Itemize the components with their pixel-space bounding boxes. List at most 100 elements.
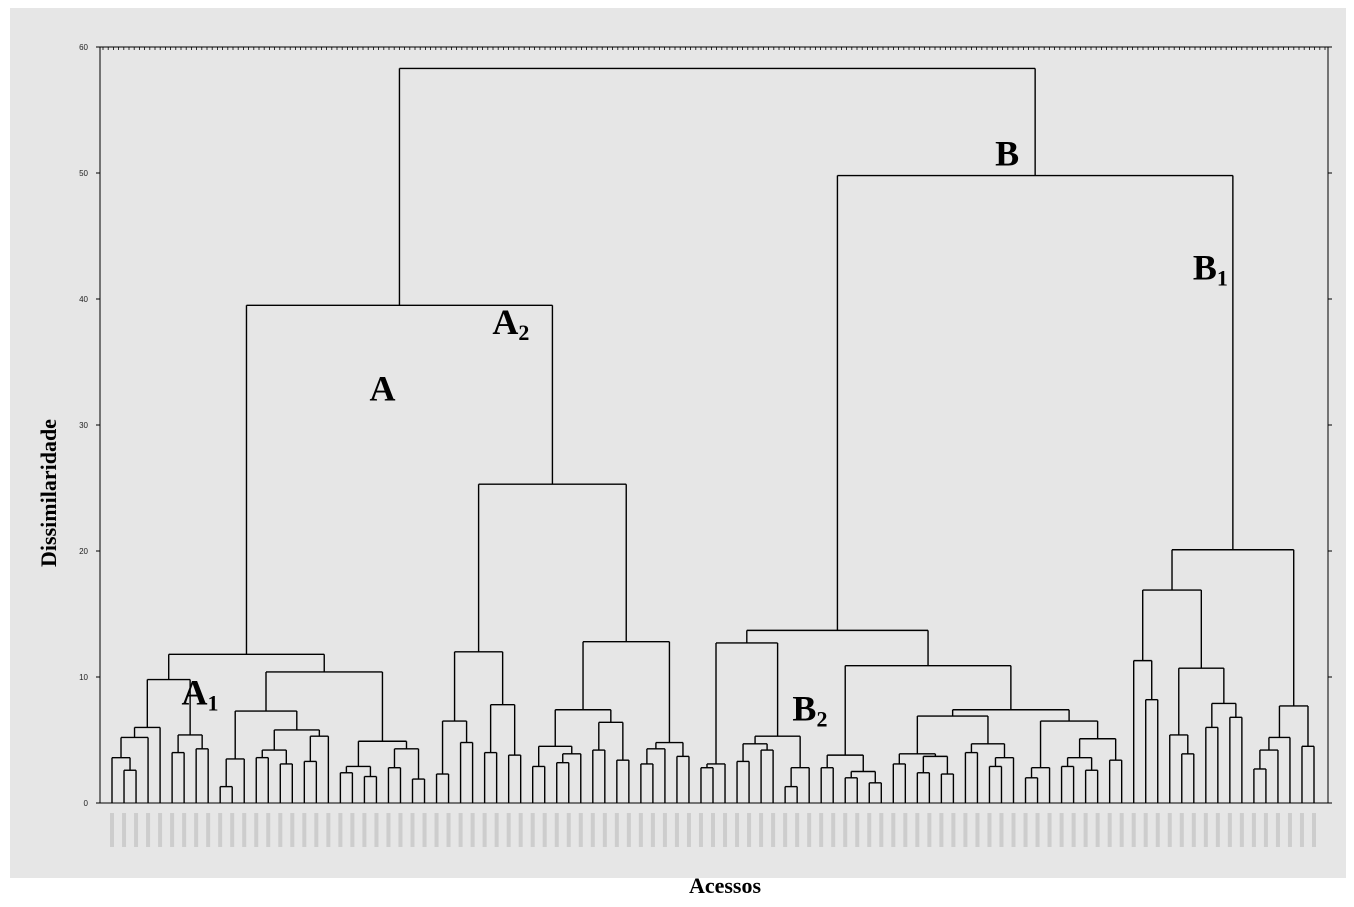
leaf-label-mark [903, 813, 908, 847]
leaf-label-mark [987, 813, 992, 847]
leaf-label-mark [1263, 813, 1268, 847]
leaf-label-mark [1239, 813, 1244, 847]
leaf-label-mark [1312, 813, 1316, 847]
leaf-label-mark [530, 813, 535, 847]
leaf-label-mark [458, 813, 463, 847]
y-axis-title: Dissimilaridade [36, 419, 61, 567]
leaf-label-mark [650, 813, 655, 847]
leaf-label-mark [542, 813, 547, 847]
leaf-label-mark [182, 813, 187, 847]
y-tick-label: 40 [79, 295, 88, 304]
leaf-label-mark [326, 813, 331, 847]
leaf-label-mark [807, 813, 812, 847]
leaf-label-mark [338, 813, 343, 847]
leaf-label-mark [1119, 813, 1124, 847]
leaf-label-mark [518, 813, 523, 847]
leaf-label-mark [1131, 813, 1136, 847]
leaf-label-mark [170, 813, 175, 847]
leaf-label-mark [1143, 813, 1148, 847]
leaf-label-mark [470, 813, 475, 847]
leaf-label-mark [843, 813, 848, 847]
leaf-label-mark [218, 813, 223, 847]
leaf-label-mark [711, 813, 715, 847]
leaf-label-mark [1227, 813, 1232, 847]
leaf-label-mark [1083, 813, 1088, 847]
cluster-label-a2: A2 [492, 302, 529, 345]
leaf-label-mark [927, 813, 932, 847]
leaf-label-mark [1155, 813, 1160, 847]
leaf-label-mark [1095, 813, 1100, 847]
leaf-label-mark [1047, 813, 1052, 847]
leaf-label-mark [494, 813, 499, 847]
leaf-label-mark [1299, 813, 1304, 847]
leaf-label-mark [506, 813, 511, 847]
leaf-label-mark [254, 813, 259, 847]
leaf-label-mark [783, 813, 788, 847]
y-tick-label: 0 [84, 799, 89, 808]
leaf-label-mark [1107, 813, 1112, 847]
leaf-label-mark [1215, 813, 1220, 847]
leaf-label-mark [735, 813, 740, 847]
leaf-label-mark [759, 813, 764, 847]
leaf-label-mark [674, 813, 679, 847]
leaf-labels [110, 813, 1316, 847]
cluster-label-a1: A1 [181, 672, 218, 715]
y-tick-label: 20 [79, 547, 88, 556]
leaf-label-mark [795, 813, 800, 847]
leaf-label-mark [482, 813, 487, 847]
y-tick-label: 50 [79, 169, 88, 178]
top-minor-ticks [102, 47, 1326, 50]
leaf-label-mark [1275, 813, 1280, 847]
leaf-label-mark [879, 813, 884, 847]
leaf-label-mark [1071, 813, 1076, 847]
leaf-label-mark [314, 813, 319, 847]
leaf-label-mark [374, 813, 379, 847]
leaf-label-mark [975, 813, 980, 847]
leaf-label-mark [771, 813, 776, 847]
leaf-label-mark [410, 813, 415, 847]
leaf-label-mark [554, 813, 559, 847]
leaf-label-mark [422, 813, 427, 847]
leaf-label-mark [723, 813, 728, 847]
leaf-label-mark [626, 813, 631, 847]
leaf-label-mark [1167, 813, 1172, 847]
leaf-label-mark [963, 813, 968, 847]
leaf-label-mark [867, 813, 872, 847]
cluster-label-b1: B1 [1193, 248, 1228, 291]
cluster-label-a: A [369, 368, 395, 408]
leaf-label-mark [939, 813, 944, 847]
y-tick-label: 30 [79, 421, 88, 430]
leaf-label-mark [398, 813, 403, 847]
leaf-label-mark [614, 813, 619, 847]
leaf-label-mark [578, 813, 583, 847]
leaf-label-mark [1059, 813, 1064, 847]
leaf-label-mark [230, 813, 235, 847]
leaf-label-mark [566, 813, 571, 847]
leaf-label-mark [1011, 813, 1016, 847]
leaf-label-mark [158, 813, 163, 847]
leaf-label-mark [1251, 813, 1256, 847]
leaf-label-mark [206, 813, 211, 847]
leaf-label-mark [446, 813, 451, 847]
leaf-label-mark [686, 813, 691, 847]
cluster-label-b2: B2 [792, 688, 827, 731]
leaf-label-mark [386, 813, 391, 847]
figure-background [10, 8, 1346, 878]
leaf-label-mark [434, 813, 439, 847]
leaf-label-mark [662, 813, 667, 847]
y-tick-label: 10 [79, 673, 88, 682]
leaf-label-mark [951, 813, 956, 847]
y-tick-label: 60 [79, 43, 88, 52]
y-axis: 0 10 20 30 40 50 60 [79, 43, 1332, 808]
leaf-label-mark [134, 813, 139, 847]
leaf-label-mark [915, 813, 920, 847]
leaf-label-mark [891, 813, 896, 847]
leaf-label-mark [266, 813, 271, 847]
x-axis-title: Acessos [689, 873, 762, 898]
leaf-label-mark [590, 813, 595, 847]
cluster-label-b: B [995, 134, 1019, 174]
dendrogram-tree [111, 67, 1315, 803]
leaf-label-mark [1023, 813, 1028, 847]
leaf-label-mark [1287, 813, 1292, 847]
leaf-label-mark [638, 813, 643, 847]
